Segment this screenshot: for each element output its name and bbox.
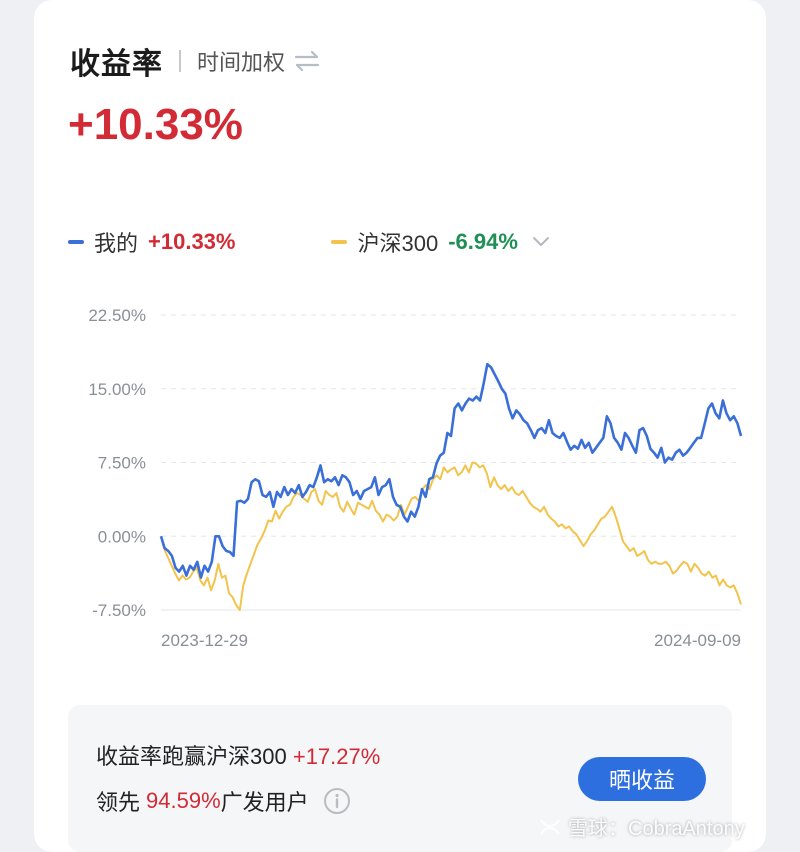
- card-header: 收益率 时间加权: [70, 38, 321, 84]
- page-title: 收益率: [70, 48, 163, 81]
- rank-line: 领先 94.59% 广发用户: [96, 785, 351, 817]
- series-line-benchmark: [160, 461, 742, 611]
- y-tick-label: -7.50%: [92, 601, 146, 620]
- chevron-down-icon[interactable]: [532, 236, 550, 248]
- outperform-label: 收益率跑赢沪深300: [96, 744, 287, 769]
- series-layer: [159, 362, 743, 611]
- rank-prefix: 领先: [96, 790, 141, 815]
- legend-item-mine: 我的 +10.33%: [68, 226, 235, 258]
- weighting-label: 时间加权: [197, 50, 286, 75]
- title-divider: [179, 50, 181, 72]
- rank-suffix: 广发用户: [220, 790, 309, 815]
- watermark: 雪球：CobraAntony: [538, 812, 745, 841]
- grid-layer: [161, 314, 741, 611]
- series-line-mine: [159, 362, 743, 579]
- legend-value-benchmark: -6.94%: [448, 229, 518, 254]
- x-start-label: 2023-12-29: [161, 631, 248, 650]
- snowball-logo-icon: [540, 818, 560, 835]
- chart-legend: 我的 +10.33% 沪深300 -6.94%: [68, 222, 550, 262]
- legend-item-benchmark[interactable]: 沪深300 -6.94%: [331, 226, 549, 258]
- y-tick-label: 0.00%: [98, 527, 146, 546]
- outperform-line: 收益率跑赢沪深300 +17.27%: [96, 739, 380, 771]
- rank-value: 94.59%: [146, 788, 221, 813]
- legend-swatch-benchmark: [331, 240, 348, 244]
- summary-panel: 收益率跑赢沪深300 +17.27% 领先 94.59% 广发用户 晒收益: [68, 705, 732, 852]
- swap-icon: [294, 50, 320, 72]
- watermark-text: 雪球：CobraAntony: [568, 818, 745, 840]
- legend-swatch-mine: [68, 240, 84, 244]
- y-tick-label: 7.50%: [98, 454, 146, 473]
- x-end-label: 2024-09-09: [654, 631, 741, 650]
- legend-value-mine: +10.33%: [148, 229, 236, 254]
- outperform-value: +17.27%: [292, 744, 381, 769]
- y-tick-label: 15.00%: [88, 380, 146, 399]
- y-tick-label: 22.50%: [88, 306, 146, 325]
- returns-card: 收益率 时间加权 +10.33% 我的 +10.33% 沪深300 -6.94%: [34, 0, 766, 852]
- weighting-toggle[interactable]: 时间加权: [197, 45, 321, 77]
- share-returns-button[interactable]: 晒收益: [578, 757, 706, 801]
- info-icon[interactable]: [323, 787, 351, 815]
- tick-label-layer: 22.50% 15.00% 7.50% 0.00% -7.50%: [88, 306, 146, 620]
- line-chart: 22.50%15.00%7.50%0.00%-7.50% 2023-12-29 …: [88, 306, 743, 650]
- legend-name-benchmark: 沪深300: [357, 231, 439, 256]
- legend-name-mine: 我的: [94, 231, 139, 256]
- total-return-value: +10.33%: [68, 100, 243, 149]
